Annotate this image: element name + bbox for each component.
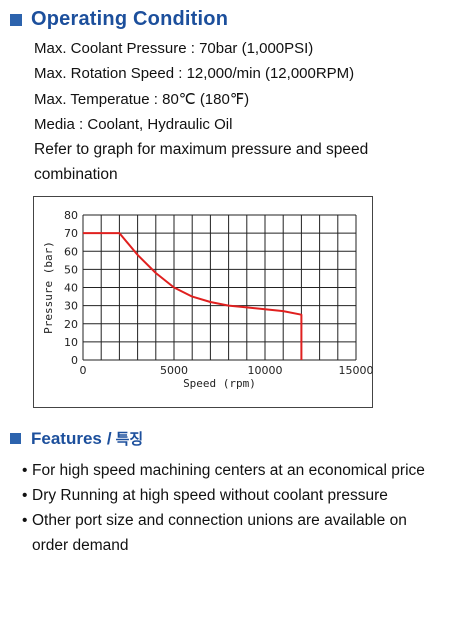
feature-text: Dry Running at high speed without coolan…	[32, 487, 388, 504]
y-tick-label: 40	[64, 282, 78, 295]
feature-text: For high speed machining centers at an e…	[32, 462, 425, 479]
pressure-speed-chart: 0 10 20 30 40 50 60 70 80 0 5000 10000 15000 Speed (r…	[33, 196, 374, 408]
feature-item: • For high speed machining centers at an …	[22, 458, 432, 483]
x-tick-label: 15000	[339, 364, 374, 377]
bullet-icon: •	[22, 487, 28, 504]
feature-item: • Dry Running at high speed without coola…	[22, 483, 432, 508]
x-tick-label: 10000	[248, 364, 283, 377]
y-tick-label: 20	[64, 318, 78, 331]
y-axis-label: Pressure (bar)	[42, 241, 55, 334]
pressure-limit-curve	[83, 232, 303, 360]
heading-square-icon	[10, 433, 21, 444]
x-tick-label: 0	[80, 364, 87, 377]
y-tick-label: 10	[64, 336, 78, 349]
spec-max-pressure: Max. Coolant Pressure : 70bar (1,000PSI)	[34, 40, 314, 57]
features-title-separator: /	[106, 428, 112, 448]
feature-item: • Other port size and connection unions a…	[22, 508, 432, 558]
features-title: Features	[31, 428, 102, 448]
features-heading: Features / 특징	[10, 428, 143, 449]
spec-media: Media : Coolant, Hydraulic Oil	[34, 116, 233, 133]
bullet-icon: •	[22, 462, 28, 479]
y-tick-label: 50	[64, 263, 78, 276]
spec-max-temperature: Max. Temperatue : 80℃ (180℉)	[34, 91, 250, 108]
operating-condition-heading: Operating Condition	[10, 8, 228, 31]
features-title-korean: 특징	[115, 431, 144, 448]
y-tick-label: 80	[64, 209, 78, 222]
graph-reference-note: Refer to graph for maximum pressure and …	[34, 141, 369, 183]
heading-square-icon	[10, 13, 22, 26]
bullet-icon: •	[22, 512, 28, 529]
feature-text: Other port size and connection unions ar…	[32, 512, 407, 554]
y-tick-label: 30	[64, 300, 78, 313]
x-tick-label: 5000	[160, 364, 188, 377]
features-list: • For high speed machining centers at an …	[22, 458, 432, 558]
spec-max-speed: Max. Rotation Speed : 12,000/min (12,000…	[34, 65, 355, 82]
x-axis-label: Speed (rpm)	[183, 377, 256, 390]
chart-canvas: 0 10 20 30 40 50 60 70 80 0 5000 10000 15000 Speed (r…	[42, 209, 374, 390]
operating-condition-title: Operating Condition	[31, 8, 229, 30]
y-tick-label: 0	[71, 354, 78, 367]
y-tick-label: 70	[64, 227, 78, 240]
y-tick-label: 60	[64, 245, 78, 258]
